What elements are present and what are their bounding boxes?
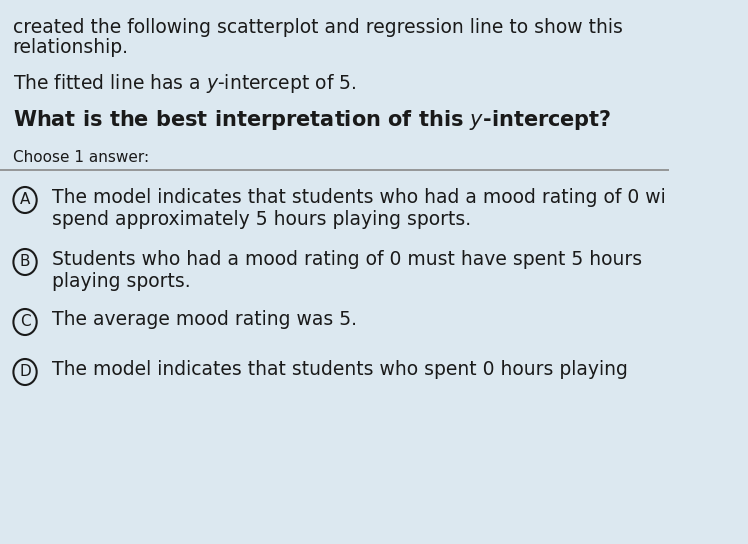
Text: B: B: [19, 255, 30, 269]
Text: D: D: [19, 364, 31, 380]
Text: Students who had a mood rating of 0 must have spent 5 hours: Students who had a mood rating of 0 must…: [52, 250, 642, 269]
Text: What is the best interpretation of this $y$-intercept?: What is the best interpretation of this …: [13, 108, 611, 132]
Text: A: A: [20, 193, 30, 207]
Text: The average mood rating was 5.: The average mood rating was 5.: [52, 310, 357, 329]
Text: relationship.: relationship.: [13, 38, 129, 57]
Text: Choose 1 answer:: Choose 1 answer:: [13, 150, 149, 165]
Text: playing sports.: playing sports.: [52, 272, 191, 291]
Text: C: C: [19, 314, 31, 330]
Text: created the following scatterplot and regression line to show this: created the following scatterplot and re…: [13, 18, 622, 37]
Text: spend approximately 5 hours playing sports.: spend approximately 5 hours playing spor…: [52, 210, 471, 229]
Text: The model indicates that students who spent 0 hours playing: The model indicates that students who sp…: [52, 360, 628, 379]
Text: The model indicates that students who had a mood rating of 0 wi: The model indicates that students who ha…: [52, 188, 666, 207]
Text: The fitted line has a $y$-intercept of 5.: The fitted line has a $y$-intercept of 5…: [13, 72, 356, 95]
